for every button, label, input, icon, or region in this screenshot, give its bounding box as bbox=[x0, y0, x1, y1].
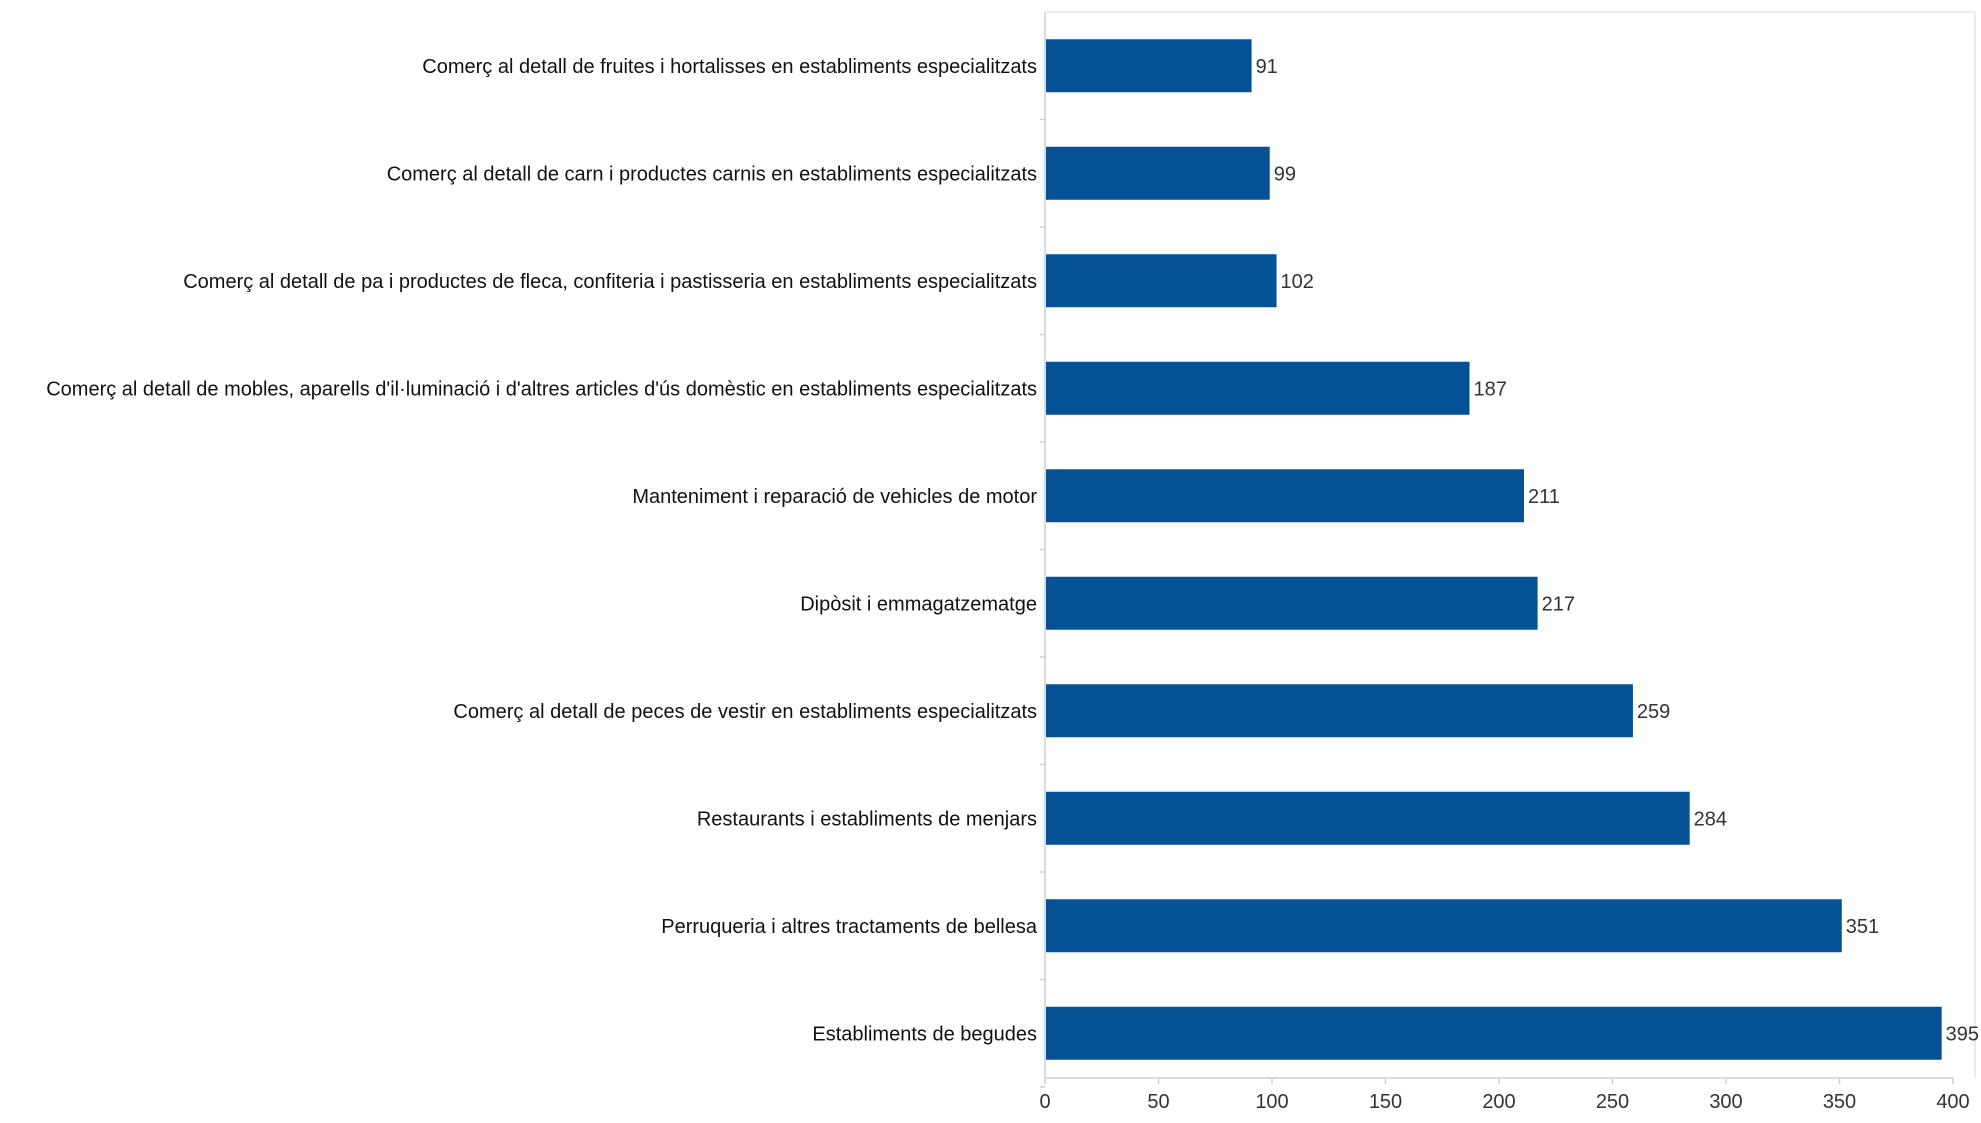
bar bbox=[1046, 791, 1690, 845]
category-label: Comerç al detall de peces de vestir en e… bbox=[453, 701, 1037, 723]
bar bbox=[1046, 146, 1270, 200]
category-label: Dipòsit i emmagatzematge bbox=[800, 593, 1037, 615]
value-label: 99 bbox=[1274, 163, 1296, 185]
x-tick-label: 400 bbox=[1936, 1091, 1969, 1113]
x-tick-label: 250 bbox=[1596, 1091, 1629, 1113]
category-label: Manteniment i reparació de vehicles de m… bbox=[632, 486, 1037, 508]
bar bbox=[1046, 684, 1633, 738]
value-label: 395 bbox=[1946, 1023, 1979, 1045]
category-label: Comerç al detall de fruites i hortalisse… bbox=[422, 56, 1037, 78]
category-label: Restaurants i establiments de menjars bbox=[697, 808, 1037, 830]
value-label: 217 bbox=[1542, 593, 1575, 615]
bars-group bbox=[1046, 39, 1942, 1060]
plot-frame bbox=[1045, 11, 1976, 1078]
category-label: Comerç al detall de carn i productes car… bbox=[387, 163, 1037, 185]
x-tick-label: 150 bbox=[1369, 1091, 1402, 1113]
value-label: 351 bbox=[1846, 916, 1879, 938]
bar bbox=[1046, 39, 1252, 93]
category-label: Comerç al detall de pa i productes de fl… bbox=[183, 271, 1037, 293]
value-label: 102 bbox=[1281, 271, 1314, 293]
bar bbox=[1046, 899, 1842, 953]
x-tick-label: 50 bbox=[1147, 1091, 1169, 1113]
bar bbox=[1046, 576, 1538, 630]
category-label: Perruqueria i altres tractaments de bell… bbox=[661, 916, 1038, 938]
category-label: Establiments de begudes bbox=[812, 1023, 1037, 1045]
x-tick-label: 350 bbox=[1823, 1091, 1856, 1113]
value-label: 259 bbox=[1637, 701, 1670, 723]
category-label: Comerç al detall de mobles, aparells d'i… bbox=[46, 378, 1037, 400]
x-tick-label: 300 bbox=[1709, 1091, 1742, 1113]
bar bbox=[1046, 361, 1470, 415]
category-labels-group: Comerç al detall de fruites i hortalisse… bbox=[46, 56, 1038, 1046]
x-tick-label: 0 bbox=[1039, 1091, 1050, 1113]
value-labels-group: 91 99 102 187 211 217 259 284 351 395 bbox=[1256, 56, 1979, 1046]
value-label: 187 bbox=[1473, 378, 1506, 400]
x-tick-label: 100 bbox=[1255, 1091, 1288, 1113]
bar bbox=[1046, 254, 1277, 308]
bar bbox=[1046, 469, 1524, 523]
x-tick-label: 200 bbox=[1482, 1091, 1515, 1113]
x-axis: 0 50 100 150 200 250 300 350 400 bbox=[1039, 12, 1970, 1113]
bar bbox=[1046, 1006, 1942, 1060]
value-label: 284 bbox=[1694, 808, 1727, 830]
value-label: 211 bbox=[1528, 486, 1560, 508]
value-label: 91 bbox=[1256, 56, 1278, 78]
